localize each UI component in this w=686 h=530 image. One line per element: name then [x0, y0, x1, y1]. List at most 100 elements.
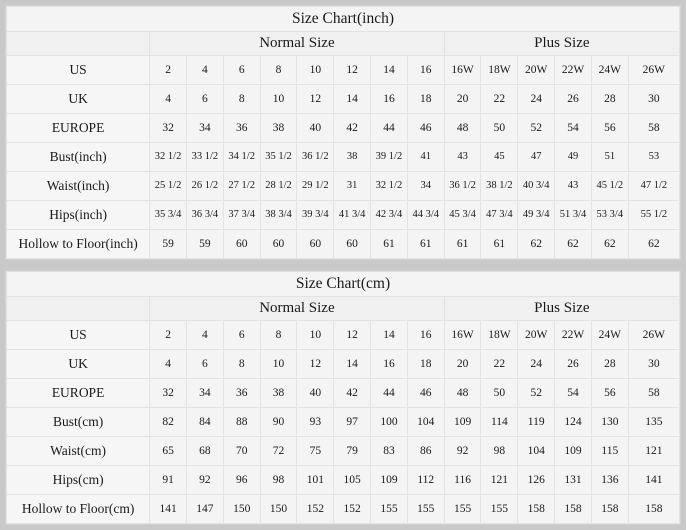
chart-title-cm: Size Chart(cm)	[6, 271, 680, 297]
cell: 62	[554, 229, 592, 259]
cell: 14	[370, 55, 408, 85]
cell: 38	[259, 113, 298, 143]
cell: 45 1/2	[590, 171, 629, 201]
cell: 155	[370, 494, 408, 524]
cell: 29 1/2	[296, 171, 335, 201]
table-body-cm: Size Chart(cm) Normal Size Plus Size US …	[5, 271, 681, 524]
cell: 25 1/2	[149, 171, 187, 201]
row-label-bust: Bust(inch)	[5, 142, 151, 172]
cell: 12	[296, 349, 335, 379]
cell: 109	[554, 436, 592, 466]
cell: 41	[406, 142, 445, 172]
cell: 121	[627, 436, 681, 466]
cell: 131	[554, 465, 592, 495]
size-chart-inch: Size Chart(inch) Normal Size Plus Size U…	[5, 5, 681, 260]
row-label-waist: Waist(inch)	[5, 171, 151, 201]
table-row: Hollow to Floor(cm) 141 147 150 150 152 …	[5, 494, 681, 524]
table-row: UK 4 6 8 10 12 14 16 18 20 22 24 26 28 3…	[5, 349, 681, 379]
row-label-bust: Bust(cm)	[5, 407, 151, 437]
cell: 18W	[480, 320, 519, 350]
cell: 8	[259, 55, 298, 85]
group-header-plus-size: Plus Size	[443, 296, 681, 321]
cell: 30	[627, 84, 681, 114]
cell: 22W	[554, 55, 592, 85]
cell: 53	[627, 142, 681, 172]
cell: 59	[185, 229, 224, 259]
cell: 24W	[590, 55, 629, 85]
cell: 24W	[590, 320, 629, 350]
cell: 54	[554, 378, 592, 408]
cell: 20W	[517, 55, 556, 85]
group-header-spacer	[5, 296, 151, 321]
cell: 50	[480, 113, 519, 143]
cell: 26W	[627, 55, 681, 85]
row-label-hollow-to-floor: Hollow to Floor(inch)	[5, 229, 151, 259]
cell: 20	[443, 349, 482, 379]
cell: 38	[259, 378, 298, 408]
table-row: US 2 4 6 8 10 12 14 16 16W 18W 20W 22W 2…	[5, 320, 681, 350]
cell: 141	[627, 465, 681, 495]
cell: 47 1/2	[627, 171, 681, 201]
cell: 93	[296, 407, 335, 437]
cell: 6	[222, 55, 261, 85]
cell: 26	[554, 84, 592, 114]
cell: 16	[406, 320, 445, 350]
cell: 26	[554, 349, 592, 379]
cell: 45 3/4	[443, 200, 482, 230]
cell: 50	[480, 378, 519, 408]
cell: 72	[259, 436, 298, 466]
cell: 12	[333, 55, 372, 85]
title-row: Size Chart(inch)	[6, 6, 680, 32]
table-row: Hollow to Floor(inch) 59 59 60 60 60 60 …	[5, 229, 681, 259]
cell: 121	[480, 465, 519, 495]
cell: 42 3/4	[370, 200, 408, 230]
cell: 47	[517, 142, 556, 172]
cell: 35 1/2	[259, 142, 298, 172]
cell: 62	[627, 229, 681, 259]
cell: 155	[480, 494, 519, 524]
group-header-normal-size: Normal Size	[149, 31, 445, 56]
cell: 60	[333, 229, 372, 259]
cell: 36 1/2	[443, 171, 482, 201]
cell: 158	[517, 494, 556, 524]
cell: 10	[296, 320, 335, 350]
table-body-inch: Size Chart(inch) Normal Size Plus Size U…	[5, 6, 681, 259]
cell: 96	[222, 465, 261, 495]
cell: 16	[406, 55, 445, 85]
cell: 97	[333, 407, 372, 437]
row-label-hollow-to-floor: Hollow to Floor(cm)	[5, 494, 151, 524]
cell: 136	[590, 465, 629, 495]
group-header-row: Normal Size Plus Size	[5, 296, 681, 321]
cell: 32	[149, 113, 187, 143]
cell: 22	[480, 84, 519, 114]
cell: 6	[185, 349, 224, 379]
cell: 28 1/2	[259, 171, 298, 201]
cell: 55 1/2	[627, 200, 681, 230]
table-row: US 2 4 6 8 10 12 14 16 16W 18W 20W 22W 2…	[5, 55, 681, 85]
cell: 34 1/2	[222, 142, 261, 172]
cell: 79	[333, 436, 372, 466]
cell: 51	[590, 142, 629, 172]
cell: 32 1/2	[149, 142, 187, 172]
table-row: Bust(cm) 82 84 88 90 93 97 100 104 109 1…	[5, 407, 681, 437]
cell: 124	[554, 407, 592, 437]
cell: 34	[185, 378, 224, 408]
cell: 18W	[480, 55, 519, 85]
cell: 112	[406, 465, 445, 495]
size-chart-cm: Size Chart(cm) Normal Size Plus Size US …	[5, 270, 681, 525]
cell: 39 1/2	[370, 142, 408, 172]
cell: 68	[185, 436, 224, 466]
row-label-hips: Hips(cm)	[5, 465, 151, 495]
cell: 32 1/2	[370, 171, 408, 201]
cell: 49 3/4	[517, 200, 556, 230]
cell: 4	[149, 84, 187, 114]
cell: 158	[627, 494, 681, 524]
cell: 147	[185, 494, 224, 524]
cell: 14	[370, 320, 408, 350]
cell: 38 1/2	[480, 171, 519, 201]
cell: 98	[259, 465, 298, 495]
cell: 36 3/4	[185, 200, 224, 230]
cell: 98	[480, 436, 519, 466]
cell: 2	[149, 55, 187, 85]
cell: 60	[259, 229, 298, 259]
